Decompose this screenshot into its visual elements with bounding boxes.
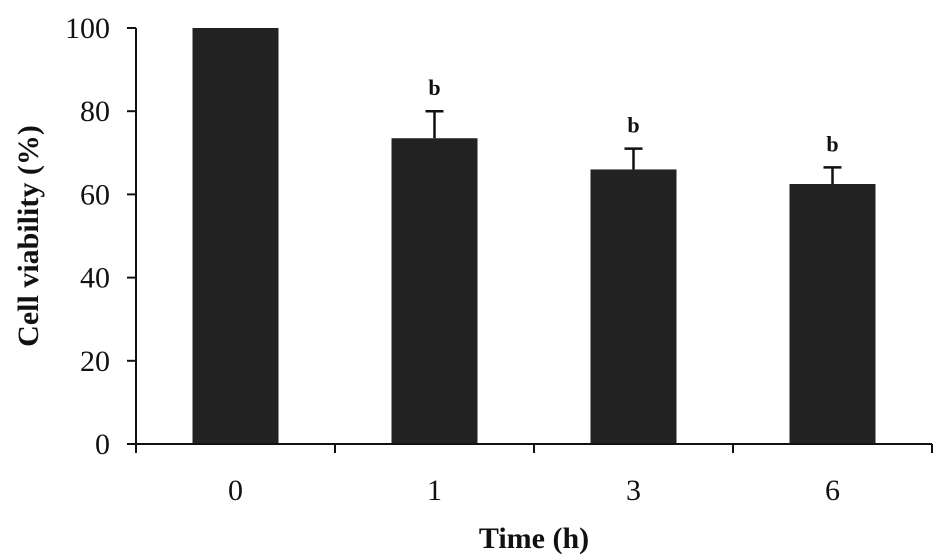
x-tick-label: 6 <box>825 474 840 507</box>
bars <box>192 28 876 445</box>
significance-label: b <box>826 131 838 156</box>
significance-labels: b b b <box>428 75 838 156</box>
x-tick-label: 0 <box>228 474 243 507</box>
bar <box>590 169 677 444</box>
x-tick-label: 1 <box>427 474 442 507</box>
y-tick-label: 80 <box>80 95 110 128</box>
x-axis-ticks: 0 1 3 6 <box>135 444 933 507</box>
error-bars <box>425 109 842 184</box>
y-axis-ticks: 0 20 40 60 80 100 <box>65 12 136 461</box>
significance-label: b <box>428 75 440 100</box>
y-tick-label: 60 <box>80 178 110 211</box>
bar <box>391 138 478 445</box>
y-tick-label: 0 <box>95 428 110 461</box>
significance-label: b <box>627 113 639 138</box>
y-tick-label: 40 <box>80 262 110 295</box>
x-tick-label: 3 <box>626 474 641 507</box>
y-tick-label: 20 <box>80 345 110 378</box>
bar <box>789 184 876 444</box>
bar <box>192 28 279 444</box>
y-tick-label: 100 <box>65 12 110 45</box>
x-axis-title: Time (h) <box>479 522 589 555</box>
y-axis-title: Cell viability (%) <box>12 125 45 347</box>
